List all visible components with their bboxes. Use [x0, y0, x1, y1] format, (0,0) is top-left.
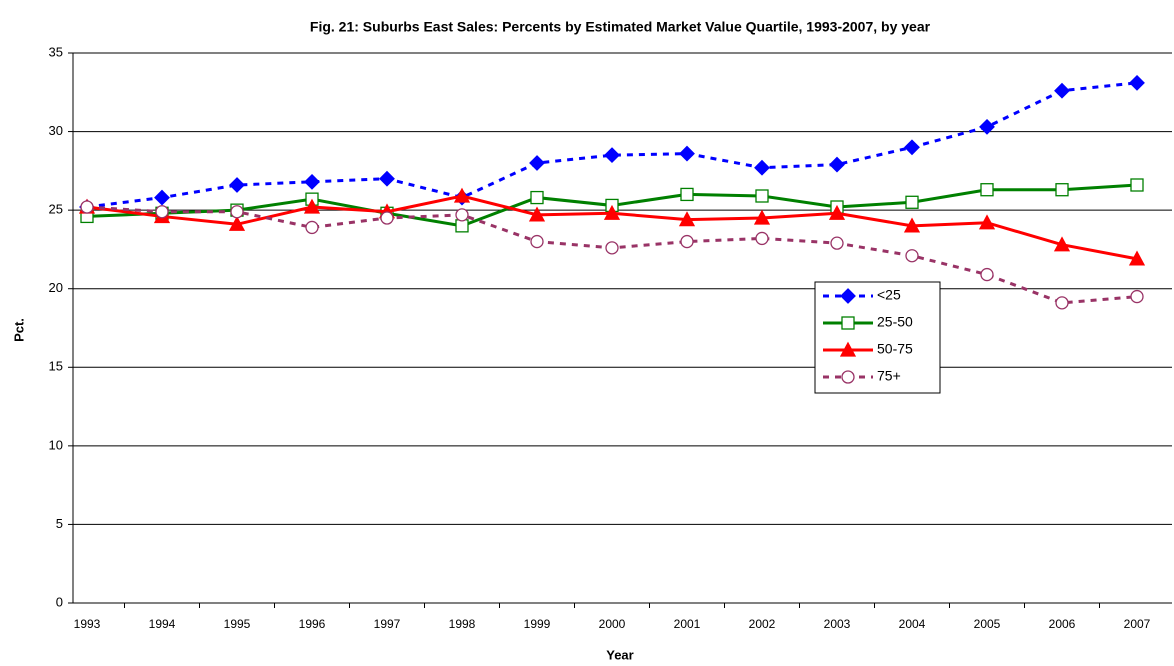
marker — [1055, 296, 1069, 310]
y-tick-label: 15 — [49, 359, 63, 374]
marker — [380, 211, 394, 225]
marker — [1055, 183, 1069, 197]
x-tick-label: 1998 — [449, 617, 476, 631]
marker — [755, 231, 769, 246]
marker — [529, 155, 545, 171]
marker — [229, 177, 245, 193]
x-tick-label: 1993 — [74, 617, 101, 631]
marker — [839, 341, 857, 357]
legend-label: 25-50 — [877, 314, 913, 330]
x-tick-label: 2005 — [974, 617, 1001, 631]
x-axis-label: Year — [606, 647, 633, 662]
marker — [1053, 236, 1071, 252]
marker — [905, 249, 919, 263]
x-tick-label: 1996 — [299, 617, 326, 631]
x-tick-label: 1994 — [149, 617, 176, 631]
x-tick-label: 2004 — [899, 617, 926, 631]
marker — [1054, 82, 1070, 99]
marker — [603, 204, 621, 220]
legend-box — [814, 281, 941, 394]
marker — [830, 236, 844, 250]
x-tick-label: 2002 — [749, 617, 776, 631]
marker — [980, 183, 994, 197]
marker — [155, 205, 169, 219]
marker — [453, 187, 471, 203]
y-tick-label: 30 — [49, 123, 63, 138]
marker — [228, 215, 246, 231]
y-tick-label: 20 — [49, 280, 63, 295]
marker — [680, 187, 694, 202]
marker — [604, 147, 620, 164]
legend-label: 50-75 — [877, 341, 913, 357]
marker — [979, 118, 995, 135]
marker — [379, 170, 395, 187]
marker — [304, 173, 320, 190]
x-tick-label: 2000 — [599, 617, 626, 631]
marker — [303, 198, 321, 214]
marker — [829, 156, 845, 173]
marker — [978, 214, 996, 230]
marker — [905, 195, 919, 209]
marker — [754, 159, 770, 176]
marker — [455, 208, 469, 222]
x-tick-label: 1997 — [374, 617, 401, 631]
marker — [678, 211, 696, 227]
marker — [605, 241, 619, 255]
y-tick-label: 5 — [56, 516, 63, 531]
marker — [530, 234, 544, 249]
marker — [980, 267, 994, 282]
y-tick-label: 35 — [49, 44, 63, 59]
x-tick-label: 2001 — [674, 617, 701, 631]
y-tick-label: 25 — [49, 202, 63, 217]
marker — [230, 205, 244, 219]
marker — [305, 220, 319, 235]
x-tick-label: 2003 — [824, 617, 851, 631]
marker — [1128, 250, 1146, 266]
series-line — [86, 81, 1138, 209]
marker — [828, 204, 846, 220]
marker — [841, 370, 855, 384]
x-tick-label: 2007 — [1124, 617, 1151, 631]
marker — [680, 234, 694, 249]
y-tick-label: 10 — [49, 437, 63, 452]
x-tick-label: 2006 — [1049, 617, 1076, 631]
marker — [530, 190, 544, 205]
y-axis-label: Pct. — [11, 318, 26, 342]
marker — [755, 189, 769, 203]
marker — [904, 139, 920, 156]
marker — [840, 288, 856, 304]
x-tick-label: 1995 — [224, 617, 251, 631]
marker — [1129, 74, 1145, 91]
marker — [841, 316, 855, 330]
legend-label: <25 — [877, 287, 901, 303]
y-tick-label: 0 — [56, 594, 63, 609]
x-tick-label: 1999 — [524, 617, 551, 631]
marker — [679, 145, 695, 162]
legend-label: 75+ — [877, 368, 901, 384]
marker — [154, 189, 170, 206]
marker — [80, 200, 94, 214]
marker — [528, 206, 546, 222]
marker — [455, 219, 469, 233]
marker — [903, 217, 921, 233]
marker — [753, 209, 771, 225]
marker — [1130, 178, 1144, 192]
marker — [1130, 289, 1144, 304]
chart-title: Fig. 21: Suburbs East Sales: Percents by… — [310, 19, 931, 35]
